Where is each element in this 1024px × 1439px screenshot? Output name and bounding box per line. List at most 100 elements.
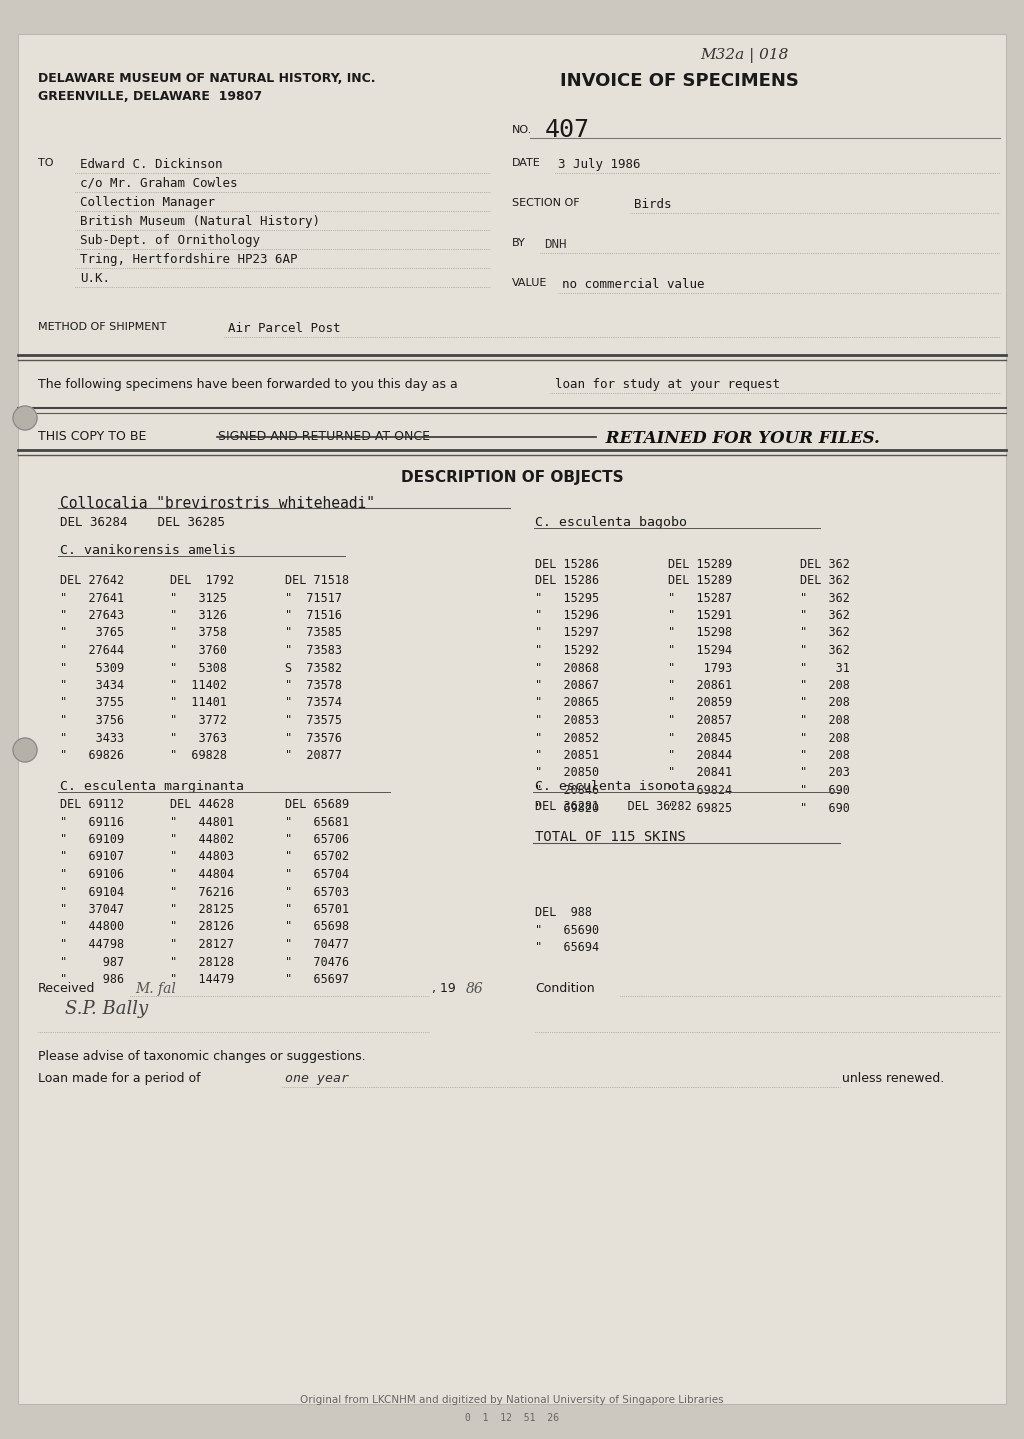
Text: DEL 71518: DEL 71518 bbox=[285, 574, 349, 587]
Text: 0  1  12  51  26: 0 1 12 51 26 bbox=[465, 1413, 559, 1423]
Text: "   20846: " 20846 bbox=[535, 784, 599, 797]
Text: NO.: NO. bbox=[512, 125, 532, 135]
Text: Birds: Birds bbox=[634, 199, 672, 212]
Text: unless renewed.: unless renewed. bbox=[842, 1072, 944, 1085]
Text: "   37047: " 37047 bbox=[60, 904, 124, 917]
Text: "   44798: " 44798 bbox=[60, 938, 124, 951]
Text: GREENVILLE, DELAWARE  19807: GREENVILLE, DELAWARE 19807 bbox=[38, 91, 262, 104]
Text: Collocalia "brevirostris whiteheadi": Collocalia "brevirostris whiteheadi" bbox=[60, 496, 375, 511]
Text: "   15296: " 15296 bbox=[535, 609, 599, 622]
Text: DNH: DNH bbox=[544, 237, 566, 250]
Text: "   3125: " 3125 bbox=[170, 591, 227, 604]
Text: "   362: " 362 bbox=[800, 591, 850, 604]
Text: C. vanikorensis amelis: C. vanikorensis amelis bbox=[60, 544, 236, 557]
Text: "    5309: " 5309 bbox=[60, 662, 124, 675]
Circle shape bbox=[13, 406, 37, 430]
Text: "   44802: " 44802 bbox=[170, 833, 234, 846]
Text: "   69826: " 69826 bbox=[60, 750, 124, 763]
Text: DEL 15289: DEL 15289 bbox=[668, 574, 732, 587]
Text: "  71517: " 71517 bbox=[285, 591, 342, 604]
Text: "   65702: " 65702 bbox=[285, 850, 349, 863]
Text: "   208: " 208 bbox=[800, 750, 850, 763]
Text: "  71516: " 71516 bbox=[285, 609, 342, 622]
Text: "   27641: " 27641 bbox=[60, 591, 124, 604]
Text: "   20859: " 20859 bbox=[668, 696, 732, 709]
Text: 3 July 1986: 3 July 1986 bbox=[558, 158, 640, 171]
Text: Condition: Condition bbox=[535, 981, 595, 994]
Text: DEL  1792: DEL 1792 bbox=[170, 574, 234, 587]
Text: "     986: " 986 bbox=[60, 973, 124, 986]
Text: DEL 36281    DEL 36282: DEL 36281 DEL 36282 bbox=[535, 800, 692, 813]
Text: DEL 15286: DEL 15286 bbox=[535, 574, 599, 587]
Text: "   69104: " 69104 bbox=[60, 885, 124, 898]
Text: "   208: " 208 bbox=[800, 714, 850, 727]
Text: "  11402: " 11402 bbox=[170, 679, 227, 692]
Text: METHOD OF SHIPMENT: METHOD OF SHIPMENT bbox=[38, 322, 166, 332]
Text: "   20857: " 20857 bbox=[668, 714, 732, 727]
Text: "   362: " 362 bbox=[800, 645, 850, 658]
Text: "   27643: " 27643 bbox=[60, 609, 124, 622]
Text: , 19: , 19 bbox=[432, 981, 456, 994]
Text: Original from LKCNHM and digitized by National University of Singapore Libraries: Original from LKCNHM and digitized by Na… bbox=[300, 1394, 724, 1404]
Text: "   15287: " 15287 bbox=[668, 591, 732, 604]
Text: Tring, Hertfordshire HP23 6AP: Tring, Hertfordshire HP23 6AP bbox=[80, 253, 298, 266]
Text: "   3758: " 3758 bbox=[170, 626, 227, 639]
Text: c/o Mr. Graham Cowles: c/o Mr. Graham Cowles bbox=[80, 177, 238, 190]
Text: "   69109: " 69109 bbox=[60, 833, 124, 846]
Text: "   44800: " 44800 bbox=[60, 921, 124, 934]
Text: Loan made for a period of: Loan made for a period of bbox=[38, 1072, 201, 1085]
Text: "   28127: " 28127 bbox=[170, 938, 234, 951]
Text: "  73575: " 73575 bbox=[285, 714, 342, 727]
Text: "   15291: " 15291 bbox=[668, 609, 732, 622]
Text: "    3765: " 3765 bbox=[60, 626, 124, 639]
Text: C. esculenta isonota: C. esculenta isonota bbox=[535, 780, 695, 793]
Text: "   20841: " 20841 bbox=[668, 767, 732, 780]
Text: "  73578: " 73578 bbox=[285, 679, 342, 692]
Text: DEL 27642: DEL 27642 bbox=[60, 574, 124, 587]
Text: VALUE: VALUE bbox=[512, 278, 548, 288]
Text: "   28128: " 28128 bbox=[170, 955, 234, 968]
Text: "   20865: " 20865 bbox=[535, 696, 599, 709]
Text: DELAWARE MUSEUM OF NATURAL HISTORY, INC.: DELAWARE MUSEUM OF NATURAL HISTORY, INC. bbox=[38, 72, 376, 85]
Text: DEL 44628: DEL 44628 bbox=[170, 799, 234, 812]
Text: TOTAL OF 115 SKINS: TOTAL OF 115 SKINS bbox=[535, 830, 686, 845]
Text: "   65697: " 65697 bbox=[285, 973, 349, 986]
Text: "    3433: " 3433 bbox=[60, 731, 124, 744]
Text: INVOICE OF SPECIMENS: INVOICE OF SPECIMENS bbox=[560, 72, 799, 91]
Text: "   27644: " 27644 bbox=[60, 645, 124, 658]
Text: S.P. Bally: S.P. Bally bbox=[65, 1000, 148, 1017]
Text: "   5308: " 5308 bbox=[170, 662, 227, 675]
Text: DEL  988: DEL 988 bbox=[535, 907, 592, 920]
Text: "   65704: " 65704 bbox=[285, 868, 349, 881]
Text: one year: one year bbox=[285, 1072, 349, 1085]
Text: 86: 86 bbox=[466, 981, 483, 996]
Text: Air Parcel Post: Air Parcel Post bbox=[228, 322, 341, 335]
Text: DEL 36284    DEL 36285: DEL 36284 DEL 36285 bbox=[60, 517, 225, 530]
Text: "   362: " 362 bbox=[800, 609, 850, 622]
Text: "    3755: " 3755 bbox=[60, 696, 124, 709]
Text: "   70477: " 70477 bbox=[285, 938, 349, 951]
Text: "   20850: " 20850 bbox=[535, 767, 599, 780]
Text: Collection Manager: Collection Manager bbox=[80, 196, 215, 209]
Text: SECTION OF: SECTION OF bbox=[512, 199, 580, 209]
Text: "   44801: " 44801 bbox=[170, 816, 234, 829]
Text: "   65690: " 65690 bbox=[535, 924, 599, 937]
Text: "  69828: " 69828 bbox=[170, 750, 227, 763]
Text: "  11401: " 11401 bbox=[170, 696, 227, 709]
Text: "   69825: " 69825 bbox=[668, 802, 732, 814]
Text: "   69106: " 69106 bbox=[60, 868, 124, 881]
Text: "    1793: " 1793 bbox=[668, 662, 732, 675]
Text: "   70476: " 70476 bbox=[285, 955, 349, 968]
Text: "   20851: " 20851 bbox=[535, 750, 599, 763]
Text: RETAINED FOR YOUR FILES.: RETAINED FOR YOUR FILES. bbox=[600, 430, 880, 448]
Text: loan for study at your request: loan for study at your request bbox=[555, 378, 780, 391]
Text: S  73582: S 73582 bbox=[285, 662, 342, 675]
Text: "   69820: " 69820 bbox=[535, 802, 599, 814]
Text: British Museum (Natural History): British Museum (Natural History) bbox=[80, 214, 319, 227]
Text: "   44803: " 44803 bbox=[170, 850, 234, 863]
Text: THIS COPY TO BE: THIS COPY TO BE bbox=[38, 430, 151, 443]
Text: "   15294: " 15294 bbox=[668, 645, 732, 658]
Text: U.K.: U.K. bbox=[80, 272, 110, 285]
Text: "   15297: " 15297 bbox=[535, 626, 599, 639]
Text: "   20844: " 20844 bbox=[668, 750, 732, 763]
